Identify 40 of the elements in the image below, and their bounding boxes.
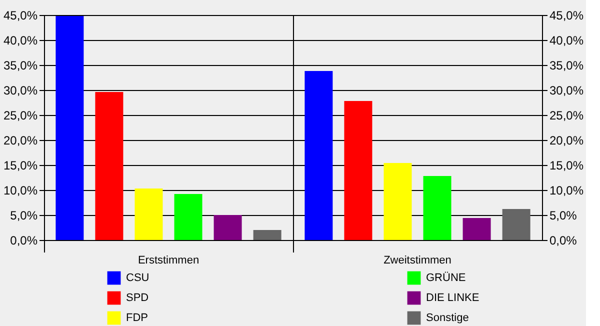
- y-tick-label: 0,0%: [10, 234, 38, 248]
- y2-tick-label: 40,0%: [550, 34, 584, 48]
- x-tick-label: Zweitstimmen: [384, 254, 452, 266]
- bar: [95, 92, 124, 240]
- legend-label: FDP: [126, 312, 148, 324]
- bar: [423, 176, 452, 240]
- legend-label: Sonstige: [426, 312, 469, 324]
- y-tick-label: 25,0%: [3, 108, 38, 122]
- y2-tick-label: 25,0%: [550, 108, 584, 122]
- bar: [384, 163, 412, 240]
- bar: [304, 71, 333, 240]
- bar: [462, 218, 491, 240]
- y2-tick-label: 15,0%: [550, 158, 584, 172]
- y-tick-label: 40,0%: [3, 34, 38, 48]
- y-tick-label: 5,0%: [10, 208, 38, 222]
- bar: [502, 209, 530, 240]
- bar: [174, 194, 202, 240]
- y-tick-label: 15,0%: [3, 158, 38, 172]
- y-tick-label: 30,0%: [3, 84, 38, 98]
- y2-tick-label: 5,0%: [550, 208, 578, 222]
- y2-tick-label: 0,0%: [550, 234, 578, 248]
- y-tick-label: 35,0%: [3, 58, 38, 72]
- y2-tick-label: 20,0%: [550, 134, 584, 148]
- x-tick-label: Erststimmen: [138, 254, 200, 266]
- y-tick-label: 45,0%: [3, 8, 38, 22]
- bar: [253, 230, 282, 240]
- legend-label: SPD: [126, 292, 149, 304]
- y2-tick-label: 45,0%: [550, 8, 584, 22]
- y2-tick-label: 35,0%: [550, 58, 584, 72]
- bar: [214, 215, 242, 240]
- bar: [134, 188, 163, 240]
- y-tick-label: 20,0%: [3, 134, 38, 148]
- bar: [344, 101, 372, 240]
- legend-label: CSU: [126, 272, 150, 284]
- legend-label: GRÜNE: [426, 271, 466, 284]
- y-tick-label: 10,0%: [3, 184, 38, 198]
- legend-label: DIE LINKE: [426, 292, 480, 304]
- y2-tick-label: 30,0%: [550, 84, 584, 98]
- y2-tick-label: 10,0%: [550, 184, 584, 198]
- bar: [56, 16, 84, 240]
